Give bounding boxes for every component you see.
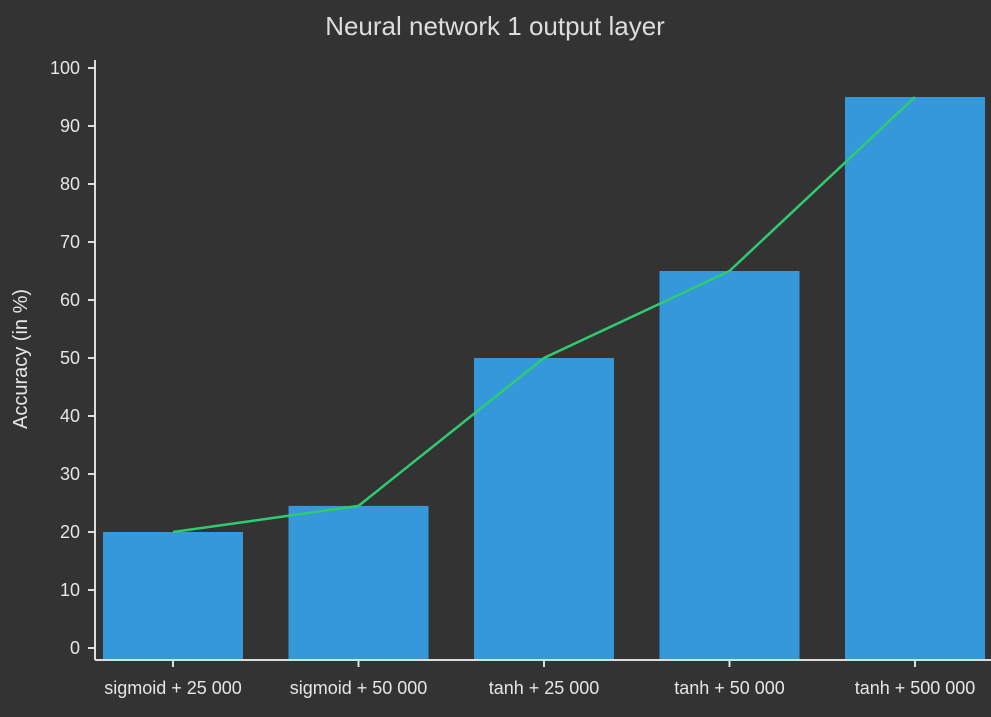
y-axis-ticks: 0 10 20 30 40 50 60 70 80 90 100 (50, 58, 95, 658)
bar-0 (103, 532, 243, 660)
y-tick-label-30: 30 (60, 464, 80, 484)
y-tick-label-60: 60 (60, 290, 80, 310)
x-axis-ticks: sigmoid + 25 000 sigmoid + 50 000 tanh + 2… (104, 660, 975, 698)
bar-1 (288, 505, 429, 660)
y-tick-label-90: 90 (60, 116, 80, 136)
x-tick-label-3: tanh + 50 000 (674, 678, 785, 698)
y-tick-label-0: 0 (70, 638, 80, 658)
bar-3 (659, 271, 800, 660)
accuracy-line (172, 96, 916, 534)
x-tick-label-0: sigmoid + 25 000 (104, 678, 242, 698)
y-tick-label-100: 100 (50, 58, 80, 78)
x-tick-label-4: tanh + 500 000 (855, 678, 976, 698)
chart-title: Neural network 1 output layer (325, 11, 665, 41)
y-tick-label-10: 10 (60, 580, 80, 600)
bars-group (103, 97, 985, 660)
y-tick-label-50: 50 (60, 348, 80, 368)
x-tick-label-1: sigmoid + 50 000 (290, 678, 428, 698)
y-tick-label-80: 80 (60, 174, 80, 194)
y-tick-label-40: 40 (60, 406, 80, 426)
y-axis-label: Accuracy (in %) (10, 289, 32, 429)
y-tick-label-20: 20 (60, 522, 80, 542)
line-series-group (172, 96, 916, 534)
bar-4 (845, 97, 985, 660)
y-tick-label-70: 70 (60, 232, 80, 252)
x-tick-label-2: tanh + 25 000 (489, 678, 600, 698)
bar-2 (474, 358, 614, 660)
